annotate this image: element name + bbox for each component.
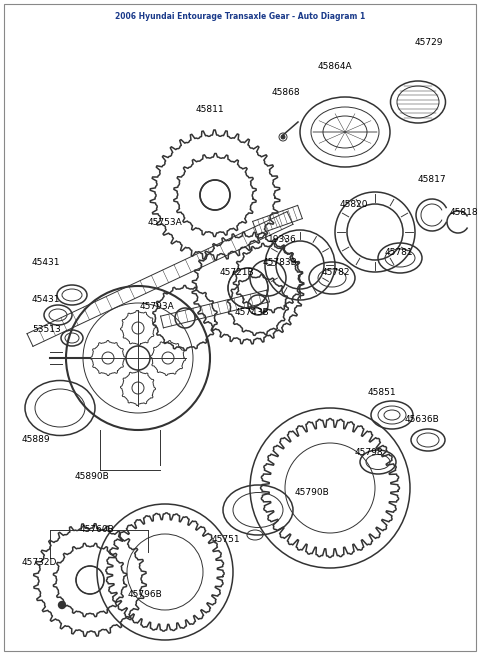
- Text: 45820: 45820: [340, 200, 369, 209]
- Circle shape: [281, 135, 285, 139]
- Text: 45783B: 45783B: [263, 258, 298, 267]
- Text: 45743B: 45743B: [235, 308, 270, 317]
- Text: 45760B: 45760B: [80, 525, 115, 534]
- Text: 45636B: 45636B: [405, 415, 440, 424]
- Text: 45732D: 45732D: [22, 558, 58, 567]
- Circle shape: [59, 601, 65, 608]
- Text: 45890B: 45890B: [75, 472, 110, 481]
- Text: 45818: 45818: [450, 208, 479, 217]
- Text: 45790B: 45790B: [295, 488, 330, 497]
- Text: 45431: 45431: [32, 295, 60, 304]
- Text: 45753A: 45753A: [148, 218, 183, 227]
- Text: 45782: 45782: [322, 268, 350, 277]
- Text: 45798: 45798: [355, 448, 384, 457]
- Text: 45851: 45851: [368, 388, 396, 397]
- Text: 45793A: 45793A: [140, 302, 175, 311]
- Text: 19336: 19336: [268, 235, 297, 244]
- Text: 45817: 45817: [418, 175, 446, 184]
- Text: 53513: 53513: [32, 325, 61, 334]
- Text: 2006 Hyundai Entourage Transaxle Gear - Auto Diagram 1: 2006 Hyundai Entourage Transaxle Gear - …: [115, 12, 365, 21]
- Text: 45781: 45781: [385, 248, 414, 257]
- Text: 45868: 45868: [272, 88, 300, 97]
- Circle shape: [279, 133, 287, 141]
- Text: 45889: 45889: [22, 435, 50, 444]
- Text: 45811: 45811: [196, 105, 225, 114]
- Text: 45721B: 45721B: [220, 268, 254, 277]
- Text: 45796B: 45796B: [128, 590, 163, 599]
- Text: 45729: 45729: [415, 38, 444, 47]
- Text: 45431: 45431: [32, 258, 60, 267]
- Text: 45751: 45751: [212, 535, 240, 544]
- Text: 45864A: 45864A: [318, 62, 353, 71]
